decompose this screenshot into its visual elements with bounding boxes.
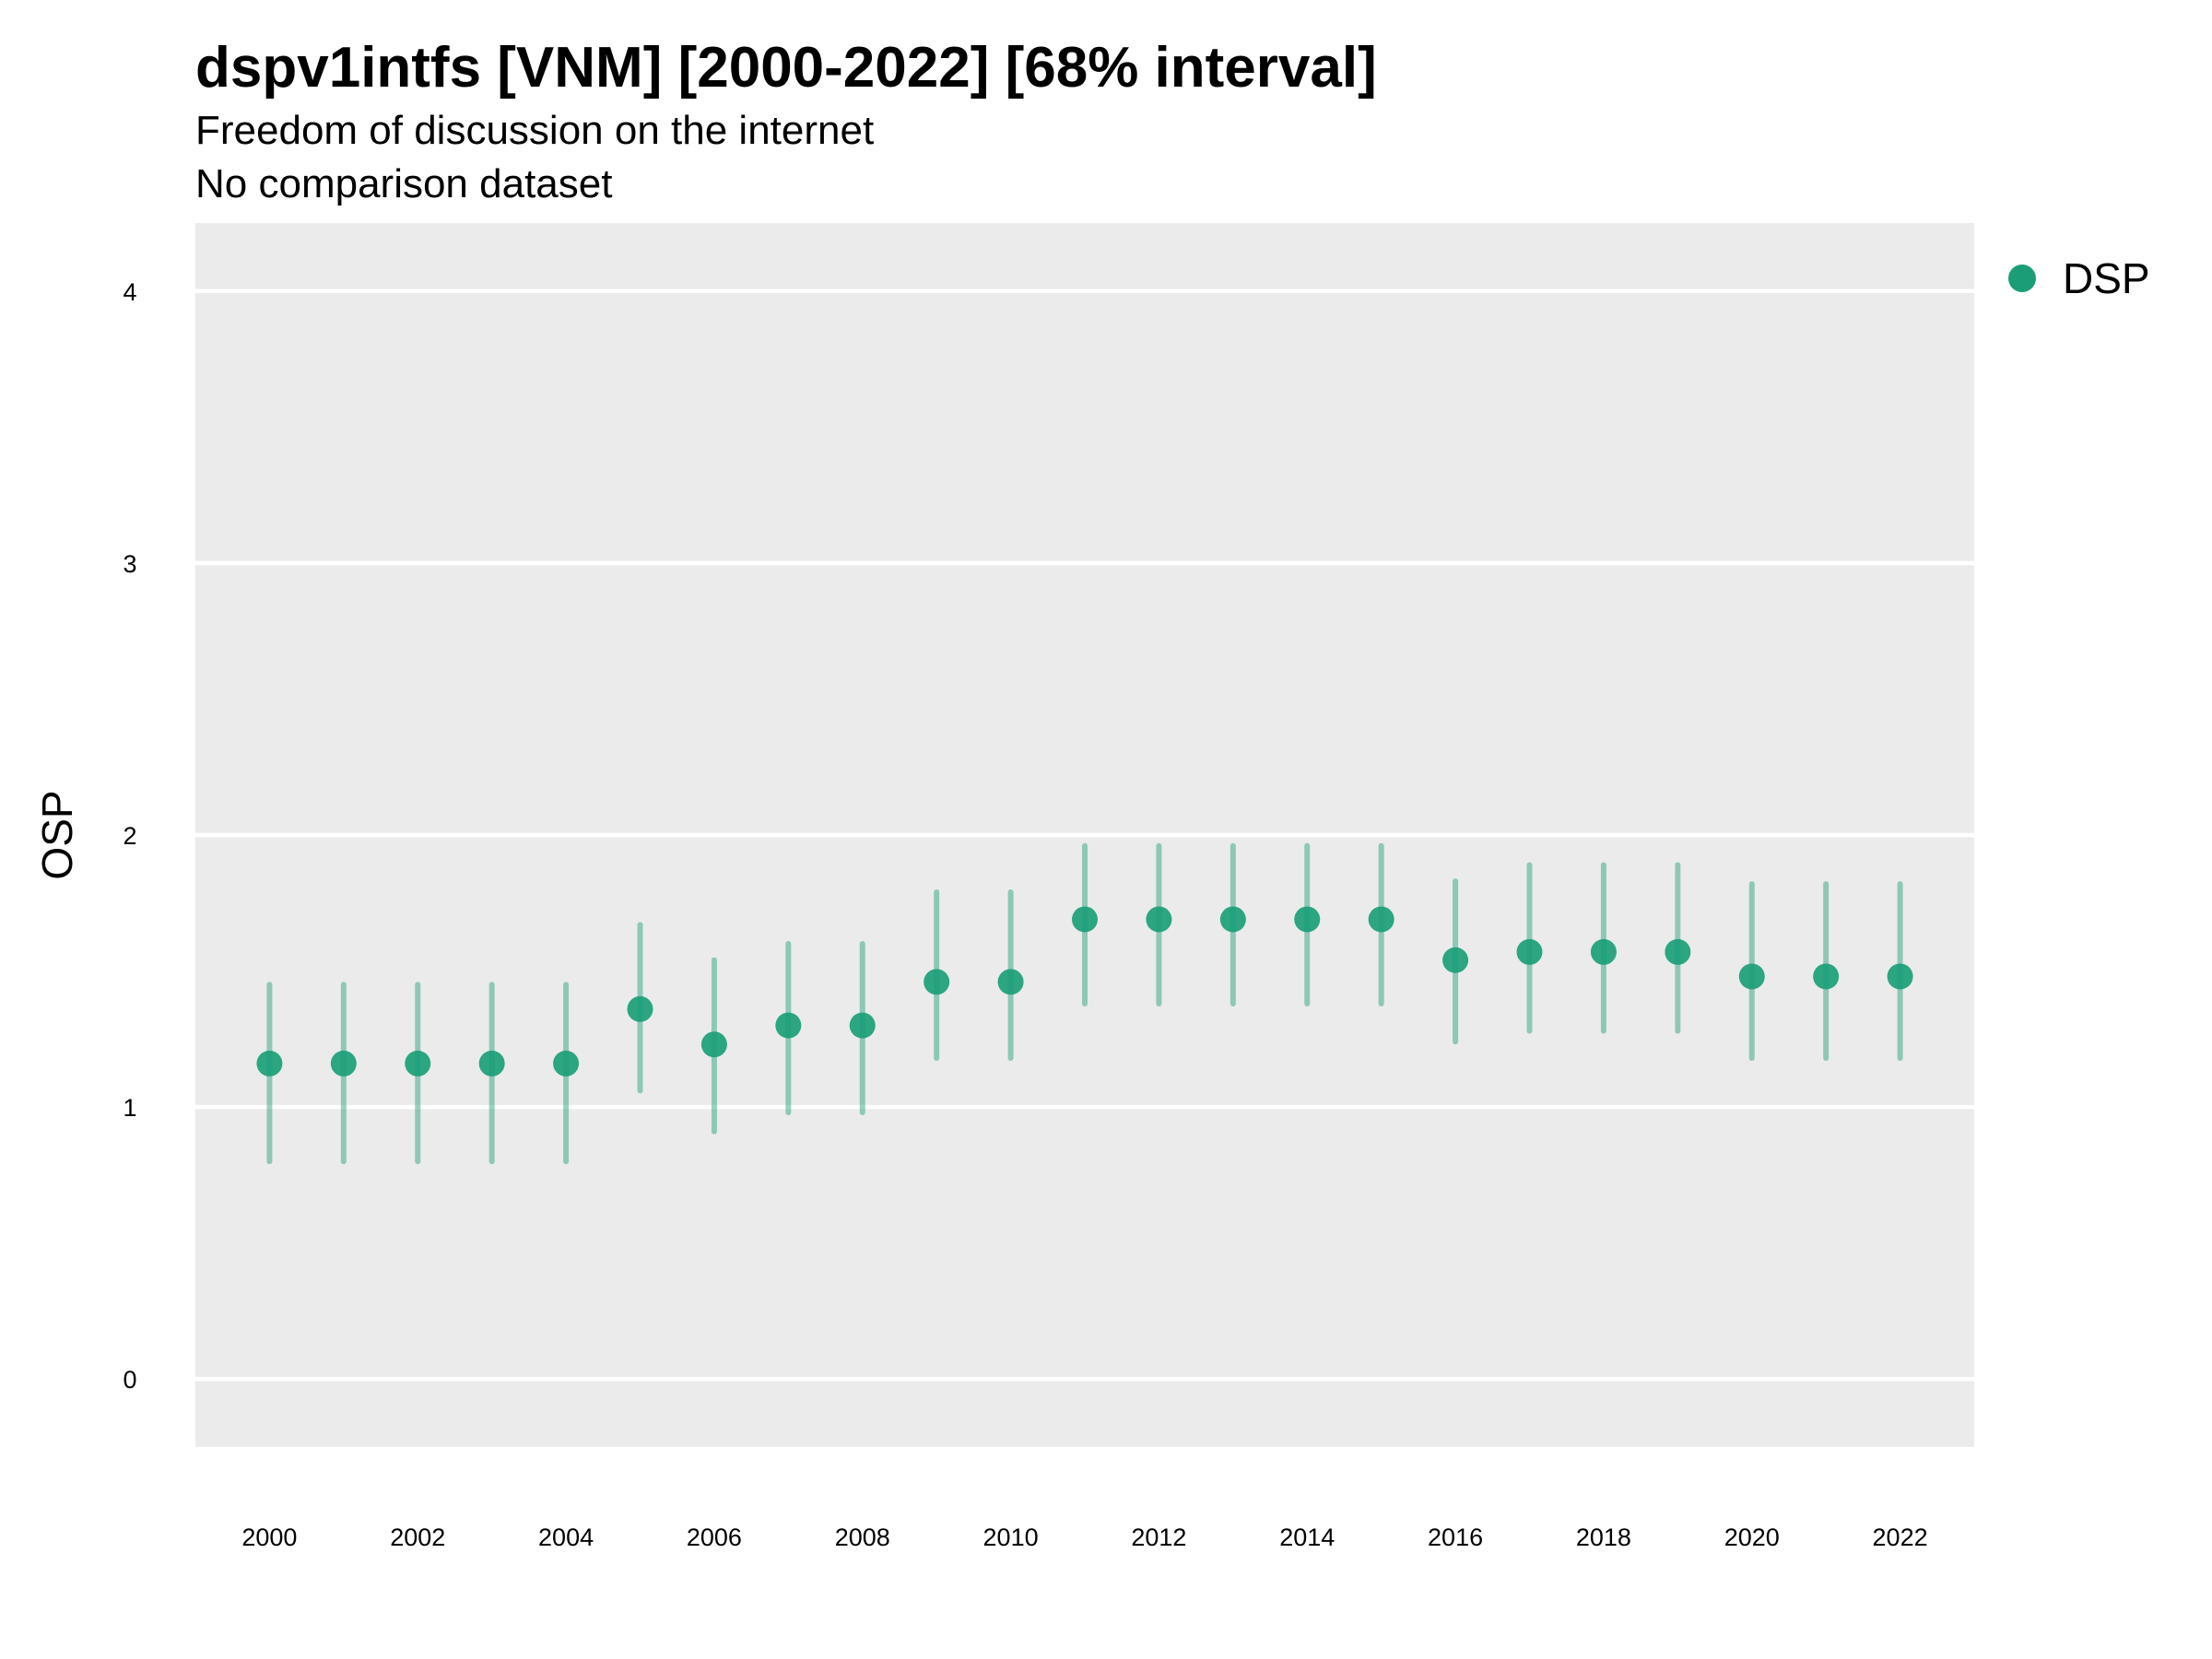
data-series-dsp (256, 842, 1913, 1165)
data-point-2017 (1516, 938, 1543, 965)
data-point-2007 (775, 1012, 802, 1039)
x-tick-label-2022: 2022 (1873, 1524, 1928, 1551)
data-point-2002 (405, 1050, 431, 1077)
x-tick-label-2018: 2018 (1576, 1524, 1631, 1551)
data-point-2010 (997, 969, 1024, 995)
x-tick-label-2014: 2014 (1279, 1524, 1335, 1551)
x-tick-label-2010: 2010 (983, 1524, 1039, 1551)
legend-marker-dsp (2008, 265, 2036, 292)
x-tick-label-2008: 2008 (835, 1524, 890, 1551)
chart-title: dspv1intfs [VNM] [2000-2022] [68% interv… (195, 36, 1377, 100)
data-point-2012 (1146, 906, 1172, 933)
y-tick-label-1: 1 (123, 1094, 136, 1122)
data-point-2014 (1294, 906, 1321, 933)
x-tick-label-2002: 2002 (390, 1524, 445, 1551)
data-point-2015 (1368, 906, 1394, 933)
chart-subtitle-secondary: No comparison dataset (195, 161, 612, 206)
x-tick-label-2006: 2006 (687, 1524, 742, 1551)
data-point-2001 (330, 1050, 357, 1077)
x-tick-label-2016: 2016 (1428, 1524, 1483, 1551)
data-point-2003 (478, 1050, 505, 1077)
data-point-2005 (627, 995, 653, 1022)
grid-lines (195, 288, 1974, 1382)
data-point-2021 (1813, 963, 1840, 990)
y-tick-label-3: 3 (123, 550, 136, 578)
data-point-2004 (553, 1050, 580, 1077)
data-point-2011 (1072, 906, 1098, 933)
legend-label-dsp: DSP (2063, 254, 2150, 302)
x-tick-label-2012: 2012 (1131, 1524, 1186, 1551)
y-tick-label-4: 4 (123, 278, 136, 306)
x-tick-label-2020: 2020 (1724, 1524, 1780, 1551)
y-tick-label-2: 2 (123, 822, 136, 850)
data-point-2006 (700, 1031, 727, 1058)
data-point-2022 (1887, 963, 1913, 990)
y-tick-label-0: 0 (123, 1366, 136, 1394)
data-point-2013 (1219, 906, 1246, 933)
x-axis: 2000 2002 2004 2006 2008 2010 2012 2014 2016 2018… (241, 1524, 1927, 1551)
x-tick-label-2000: 2000 (241, 1524, 297, 1551)
legend: DSP (2008, 254, 2150, 302)
y-axis: 0 1 2 3 4 (123, 278, 136, 1394)
chart-subtitle: Freedom of discussion on the internet (195, 108, 874, 153)
data-point-2020 (1738, 963, 1765, 990)
data-point-2008 (849, 1012, 876, 1039)
data-point-2009 (924, 969, 950, 995)
y-axis-title: OSP (33, 790, 81, 879)
data-point-2018 (1590, 938, 1617, 965)
data-point-2019 (1665, 938, 1691, 965)
data-point-2000 (256, 1050, 283, 1077)
x-tick-label-2004: 2004 (538, 1524, 594, 1551)
data-point-2016 (1442, 947, 1469, 973)
